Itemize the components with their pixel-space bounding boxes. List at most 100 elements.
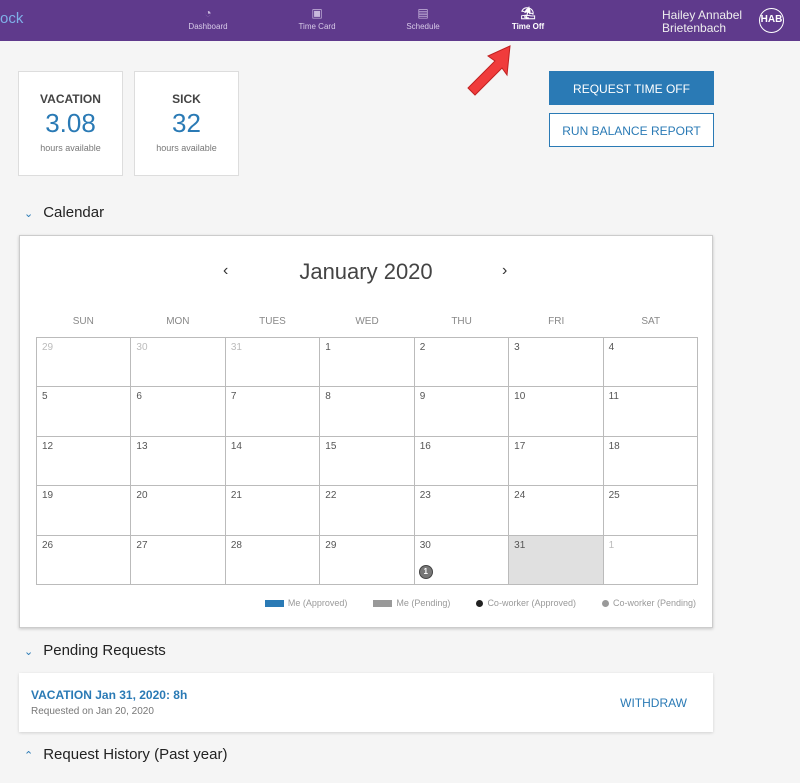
request-count-badge[interactable]: 1 [418, 564, 433, 579]
nav-label: Time Card [298, 22, 336, 31]
weekday-label: SUN [72, 316, 94, 327]
day-cell[interactable]: 29 [37, 338, 132, 388]
legend-me-pending: Me (Pending) [373, 598, 450, 608]
day-number: 2 [419, 342, 426, 353]
day-cell[interactable]: 29 [320, 535, 415, 585]
day-cell[interactable]: 27 [131, 535, 226, 585]
avatar[interactable]: HAB [759, 8, 784, 33]
day-cell[interactable]: 3 [509, 338, 604, 388]
day-cell[interactable]: 18 [603, 436, 698, 487]
day-cell[interactable]: 28 [225, 535, 321, 585]
day-cell[interactable]: 8 [320, 387, 415, 437]
request-time-off-button[interactable]: REQUEST TIME OFF [549, 71, 714, 105]
day-number: 7 [230, 391, 237, 403]
day-cell[interactable]: 30 [131, 338, 226, 388]
section-title: Request History (Past year) [43, 746, 228, 763]
day-cell[interactable]: 2 [414, 338, 510, 388]
day-cell[interactable]: 19 [37, 486, 132, 536]
day-cell[interactable]: 22 [320, 486, 415, 536]
prev-month-chevron-left-icon[interactable]: ‹ [223, 262, 229, 279]
balance-value: 32 [172, 108, 201, 138]
day-cell[interactable]: 21 [225, 486, 321, 536]
day-cell[interactable]: 1 [320, 338, 415, 388]
balance-title: VACATION [40, 92, 101, 106]
legend-label: Co-worker (Approved) [487, 598, 576, 608]
day-cell[interactable]: 13 [131, 436, 226, 487]
day-cell[interactable]: 6 [131, 387, 226, 437]
next-month-chevron-right-icon[interactable]: › [502, 262, 508, 279]
timecard-icon: ▣ [311, 6, 323, 20]
day-cell[interactable]: 4 [603, 338, 698, 388]
day-cell[interactable]: 24 [509, 486, 604, 536]
day-cell[interactable]: 20 [131, 486, 226, 536]
logo[interactable]: ock [0, 10, 24, 27]
red-arrow-pointer-icon [467, 45, 511, 96]
day-cell[interactable]: 12 [37, 436, 132, 487]
calendar-grid: 29 30 31 1 2 3 4 5 6 7 8 9 10 11 12 13 14 15 16 17 18 19 20 21 2… [36, 337, 698, 585]
day-number: 8 [325, 391, 331, 403]
day-number: 30 [419, 539, 431, 551]
day-number: 24 [514, 490, 526, 502]
nav-time-off[interactable]: ⛱ Time Off [493, 6, 563, 31]
day-cell[interactable]: 17 [509, 436, 604, 487]
request-title: VACATION Jan 31, 2020: 8h [31, 688, 188, 702]
day-cell[interactable]: 31 [225, 338, 321, 388]
pending-request-item: VACATION Jan 31, 2020: 8h Requested on J… [19, 673, 713, 732]
day-number: 1 [325, 342, 331, 353]
weekday-label: FRI [548, 316, 565, 327]
weekday-label: MON [166, 316, 190, 327]
day-number: 26 [42, 539, 54, 551]
history-section-toggle[interactable]: ⌃ Request History (Past year) [24, 746, 227, 763]
day-number: 29 [325, 539, 337, 551]
day-cell[interactable]: 30 1 [414, 535, 510, 585]
section-title: Pending Requests [43, 642, 166, 659]
day-number: 19 [42, 490, 54, 502]
nav-time-card[interactable]: ▣ Time Card [282, 6, 352, 31]
day-cell[interactable]: 5 [37, 387, 132, 437]
legend-label: Me (Pending) [396, 598, 451, 608]
day-number: 4 [608, 342, 615, 353]
day-number: 6 [136, 391, 142, 403]
day-cell[interactable]: 16 [414, 436, 510, 487]
weekday-label: TUES [259, 316, 286, 327]
day-cell[interactable]: 23 [414, 486, 510, 536]
day-number: 14 [230, 440, 242, 452]
day-number: 31 [230, 342, 242, 353]
day-cell[interactable]: 1 [603, 535, 698, 585]
day-number: 1 [608, 539, 615, 551]
withdraw-button[interactable]: WITHDRAW [620, 696, 687, 710]
day-cell[interactable]: 15 [320, 436, 415, 487]
swatch [373, 600, 393, 608]
swatch [264, 600, 284, 608]
day-number: 20 [136, 490, 148, 502]
run-balance-report-button[interactable]: RUN BALANCE REPORT [549, 113, 714, 147]
balance-value: 3.08 [45, 108, 96, 138]
day-number: 21 [230, 490, 242, 502]
day-number: 10 [514, 391, 526, 403]
day-number: 17 [514, 440, 526, 452]
day-cell[interactable]: 26 [37, 535, 132, 585]
nav-label: Dashboard [188, 22, 228, 31]
day-cell[interactable]: 25 [603, 486, 698, 536]
balance-unit: hours available [40, 143, 101, 153]
chevron-up-icon: ⌃ [24, 750, 34, 762]
day-cell[interactable]: 31 [509, 535, 604, 585]
day-cell[interactable]: 14 [225, 436, 321, 487]
pending-section-toggle[interactable]: ⌄ Pending Requests [24, 642, 166, 659]
legend-me-approved: Me (Approved) [264, 598, 348, 608]
day-cell[interactable]: 9 [414, 387, 510, 437]
palm-tree-icon: ⛱ [520, 6, 536, 20]
day-cell[interactable]: 11 [603, 387, 698, 437]
vacation-balance-card: VACATION 3.08 hours available [18, 71, 123, 176]
request-date: Requested on Jan 20, 2020 [31, 706, 154, 717]
nav-dashboard[interactable]: ◔ Dashboard [173, 6, 243, 31]
calendar-section-toggle[interactable]: ⌄ Calendar [24, 204, 104, 221]
day-number: 29 [42, 342, 54, 353]
user-name[interactable]: Hailey Annabel Brietenbach [662, 9, 742, 35]
legend-label: Me (Approved) [287, 598, 348, 608]
nav-schedule[interactable]: ▤ Schedule [388, 6, 458, 31]
day-number: 23 [419, 490, 431, 502]
day-cell[interactable]: 7 [225, 387, 321, 437]
day-cell[interactable]: 10 [509, 387, 604, 437]
weekday-label: THU [451, 316, 472, 327]
